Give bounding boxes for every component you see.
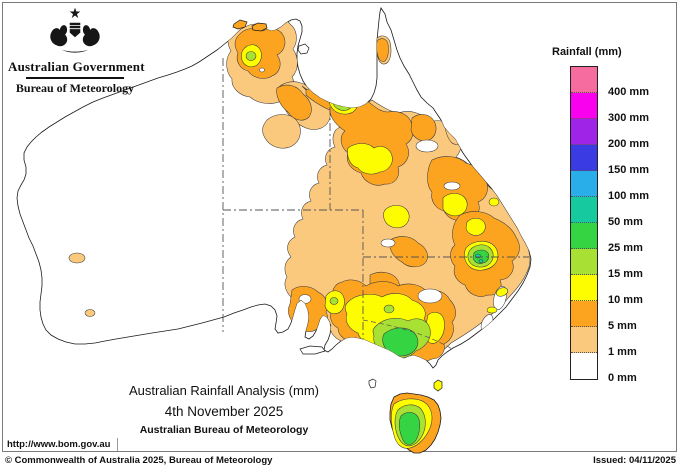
king-island <box>368 378 377 389</box>
legend-label: 0 mm <box>608 372 637 384</box>
tiwi-island-east <box>251 22 268 32</box>
legend-label: 15 mm <box>608 268 643 280</box>
legend-label: 100 mm <box>608 190 649 202</box>
copyright-text: © Commonwealth of Australia 2025, Bureau… <box>5 455 273 466</box>
kangaroo-island <box>299 345 326 355</box>
legend-label: 400 mm <box>608 86 649 98</box>
legend-swatch-150mm <box>571 145 597 171</box>
islands <box>232 19 443 392</box>
legend-label: 1 mm <box>608 346 637 358</box>
legend-label: 50 mm <box>608 216 643 228</box>
legend-title: Rainfall (mm) <box>552 46 622 58</box>
tasmania-rain <box>391 398 433 449</box>
legend-label: 200 mm <box>608 138 649 150</box>
bom-logo-block: Australian Government Bureau of Meteorol… <box>8 5 145 96</box>
legend-swatch-25mm <box>571 223 597 249</box>
legend-label: 150 mm <box>608 164 649 176</box>
government-title: Australian Government <box>8 59 145 74</box>
legend-swatch-200mm <box>571 119 597 145</box>
legend-label: 10 mm <box>608 294 643 306</box>
map-caption: Australian Rainfall Analysis (mm) 4th No… <box>74 383 374 436</box>
issued-date: Issued: 04/11/2025 <box>593 455 676 466</box>
map-frame-border <box>2 2 677 452</box>
legend-swatch-15mm <box>571 249 597 275</box>
state-borders <box>222 58 529 350</box>
legend-swatch-50mm <box>571 197 597 223</box>
legend-swatch-100mm <box>571 171 597 197</box>
bom-url: http://www.bom.gov.au <box>2 438 119 451</box>
logo-divider <box>26 77 124 79</box>
legend-labels: 400 mm 300 mm 200 mm 150 mm 100 mm 50 mm… <box>608 79 649 391</box>
coat-of-arms-icon <box>50 7 100 53</box>
legend-swatch-300mm <box>571 93 597 119</box>
legend-color-scale <box>570 66 598 380</box>
legend-swatch-5mm <box>571 301 597 327</box>
legend-swatch-0mm <box>571 353 597 379</box>
legend-swatch-10mm <box>571 275 597 301</box>
legend-label: 300 mm <box>608 112 649 124</box>
groote-eylandt <box>297 43 310 55</box>
tiwi-island-west <box>232 19 248 30</box>
caption-org: Australian Bureau of Meteorology <box>139 424 309 436</box>
caption-date: 4th November 2025 <box>164 404 284 419</box>
legend-swatch-1mm <box>571 327 597 353</box>
caption-title: Australian Rainfall Analysis (mm) <box>128 383 319 398</box>
legend-label: 5 mm <box>608 320 637 332</box>
flinders-island <box>433 379 443 392</box>
legend-swatch-400mm <box>571 67 597 93</box>
legend-label: 25 mm <box>608 242 643 254</box>
bureau-title: Bureau of Meteorology <box>15 81 135 95</box>
